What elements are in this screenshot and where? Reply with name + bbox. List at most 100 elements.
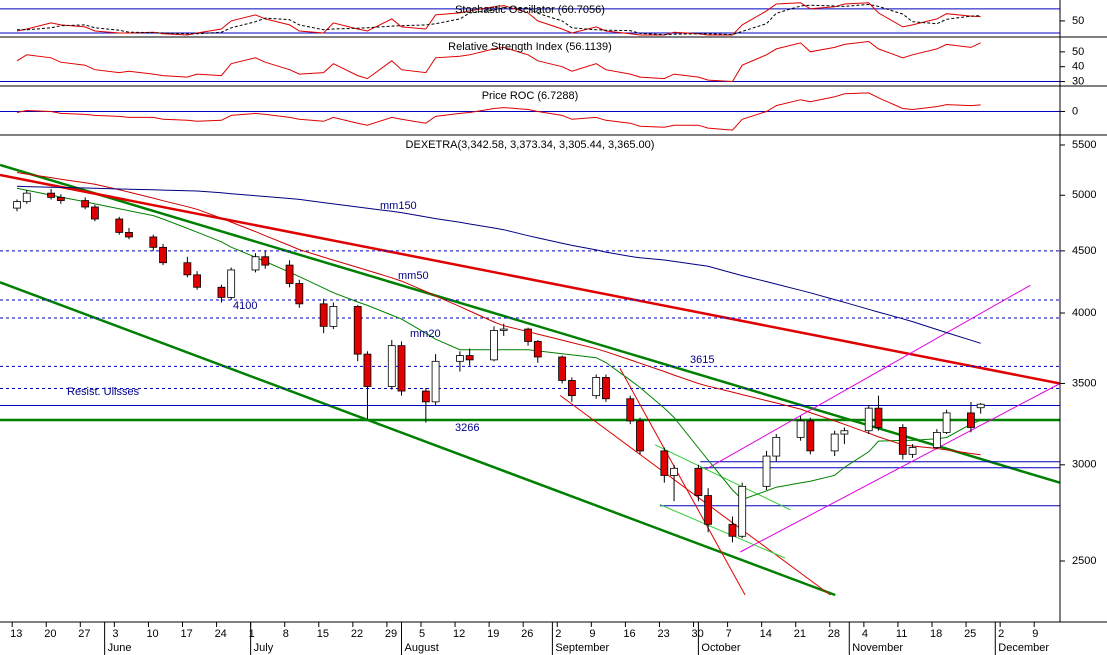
- series-line: [16, 2, 981, 36]
- trend-line: [619, 368, 746, 596]
- candle-body: [91, 206, 99, 220]
- candle-body: [976, 403, 985, 409]
- month-label: August: [405, 642, 439, 654]
- panel-title: Relative Strength Index (56.1139): [448, 41, 612, 53]
- trend-line: [0, 163, 1060, 484]
- candle-body: [898, 427, 907, 455]
- candle-body: [762, 455, 771, 487]
- candle-body: [636, 420, 644, 452]
- y-tick-label: 30: [1072, 75, 1084, 87]
- candle-body: [806, 420, 815, 452]
- candle-body: [329, 306, 338, 327]
- x-tick-label: 5: [419, 628, 425, 640]
- month-label: December: [998, 642, 1049, 654]
- x-tick-label: 17: [181, 628, 193, 640]
- y-tick-label: 5500: [1072, 139, 1096, 151]
- x-tick-label: 26: [521, 628, 533, 640]
- x-tick-label: 1: [249, 628, 255, 640]
- x-tick-label: 22: [351, 628, 363, 640]
- x-tick-label: 16: [623, 628, 635, 640]
- series-line: [17, 3, 981, 36]
- candle-body: [159, 246, 167, 264]
- candle-body: [193, 274, 202, 288]
- candle-body: [942, 412, 951, 433]
- candle-body: [227, 269, 236, 298]
- x-tick-label: 15: [317, 628, 329, 640]
- candle-body: [490, 330, 498, 361]
- y-tick-label: 3000: [1072, 459, 1096, 471]
- x-tick-label: 10: [146, 628, 158, 640]
- candle-body: [670, 467, 678, 476]
- month-label: June: [108, 642, 132, 654]
- series-line: [16, 185, 981, 344]
- month-label: November: [852, 642, 903, 654]
- series-line: [16, 92, 981, 131]
- candle-body: [56, 196, 65, 201]
- x-tick-label: 20: [44, 628, 56, 640]
- candle-body: [421, 390, 430, 403]
- annotation: Resist. Ulisses: [67, 386, 140, 398]
- candle-body: [22, 192, 31, 203]
- x-tick-label: 27: [78, 628, 90, 640]
- candle-body: [295, 283, 304, 305]
- candle-body: [704, 495, 713, 525]
- x-tick-label: 24: [215, 628, 227, 640]
- candle-body: [47, 192, 56, 198]
- candle-body: [694, 467, 703, 496]
- y-tick-label: 2500: [1072, 555, 1096, 567]
- x-tick-label: 9: [589, 628, 595, 640]
- candle-body: [840, 430, 849, 435]
- series-label: mm20: [410, 328, 441, 340]
- month-label: October: [701, 642, 740, 654]
- candle-body: [967, 412, 975, 428]
- candle-body: [125, 232, 133, 238]
- candle-body: [558, 356, 567, 381]
- candle-body: [261, 256, 270, 266]
- panel-title: Price ROC (6.7288): [482, 90, 579, 102]
- x-tick-label: 30: [692, 628, 704, 640]
- candle-body: [81, 200, 90, 208]
- y-tick-label: 50: [1072, 15, 1084, 27]
- candle-body: [431, 360, 440, 403]
- candle-body: [499, 328, 508, 331]
- candle-body: [387, 345, 396, 387]
- trend-line: [0, 173, 1060, 385]
- x-tick-label: 21: [794, 628, 806, 640]
- x-tick-label: 28: [828, 628, 840, 640]
- candle-body: [830, 433, 839, 452]
- candle-body: [183, 262, 192, 276]
- candle-body: [456, 355, 464, 362]
- candle-body: [728, 523, 737, 537]
- x-tick-label: 3: [112, 628, 118, 640]
- candle-body: [524, 328, 532, 342]
- y-tick-label: 4000: [1072, 307, 1096, 319]
- trend-line: [704, 284, 1031, 471]
- y-tick-label: 40: [1072, 61, 1084, 73]
- panel-title: Stochastic Oscillator (60.7056): [455, 4, 605, 16]
- y-tick-label: 0: [1072, 105, 1078, 117]
- x-tick-label: 11: [896, 628, 907, 640]
- y-tick-label: 4500: [1072, 245, 1096, 257]
- month-label: September: [555, 642, 609, 654]
- x-tick-label: 25: [964, 628, 976, 640]
- candle-body: [285, 264, 294, 284]
- candle-body: [772, 436, 781, 457]
- candle-body: [363, 353, 372, 387]
- x-tick-label: 14: [760, 628, 772, 640]
- x-tick-label: 4: [862, 628, 868, 640]
- candle-body: [319, 303, 328, 327]
- month-label: July: [254, 642, 274, 654]
- annotation: 3266: [455, 422, 479, 434]
- candle-body: [874, 407, 883, 428]
- candle-body: [592, 377, 601, 397]
- candle-body: [660, 450, 669, 476]
- price-plot: [0, 163, 1060, 597]
- x-tick-label: 18: [930, 628, 942, 640]
- series-line: [16, 40, 981, 83]
- x-tick-label: 19: [487, 628, 499, 640]
- candle-body: [115, 218, 124, 233]
